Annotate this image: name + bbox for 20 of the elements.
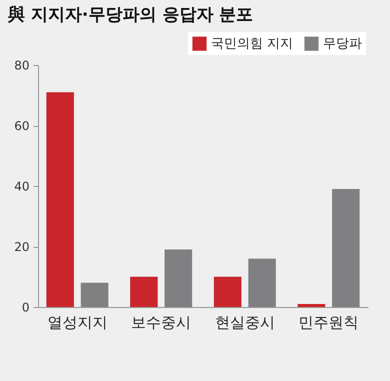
- y-tick-label: 20: [14, 240, 30, 254]
- bar: [332, 189, 360, 307]
- bar: [164, 250, 192, 307]
- legend-label: 무당파: [323, 36, 362, 52]
- legend-label: 국민의힘 지지: [211, 36, 294, 52]
- bar: [46, 92, 74, 307]
- y-tick-label: 40: [14, 180, 30, 194]
- y-tick-label: 0: [22, 300, 30, 314]
- bar: [298, 304, 326, 307]
- x-tick-label: 현실중시: [214, 314, 275, 332]
- bar: [248, 258, 276, 307]
- bar: [130, 276, 158, 307]
- x-tick-label: 열성지지: [47, 314, 108, 332]
- bar: [214, 276, 242, 307]
- x-tick-label: 보수중시: [131, 314, 192, 332]
- y-tick-label: 80: [14, 58, 30, 72]
- bar: [80, 282, 108, 307]
- x-tick-label: 민주원칙: [298, 314, 359, 332]
- y-tick-label: 60: [14, 119, 30, 133]
- chart-title: 與 지지자·무당파의 응답자 분포: [7, 5, 254, 25]
